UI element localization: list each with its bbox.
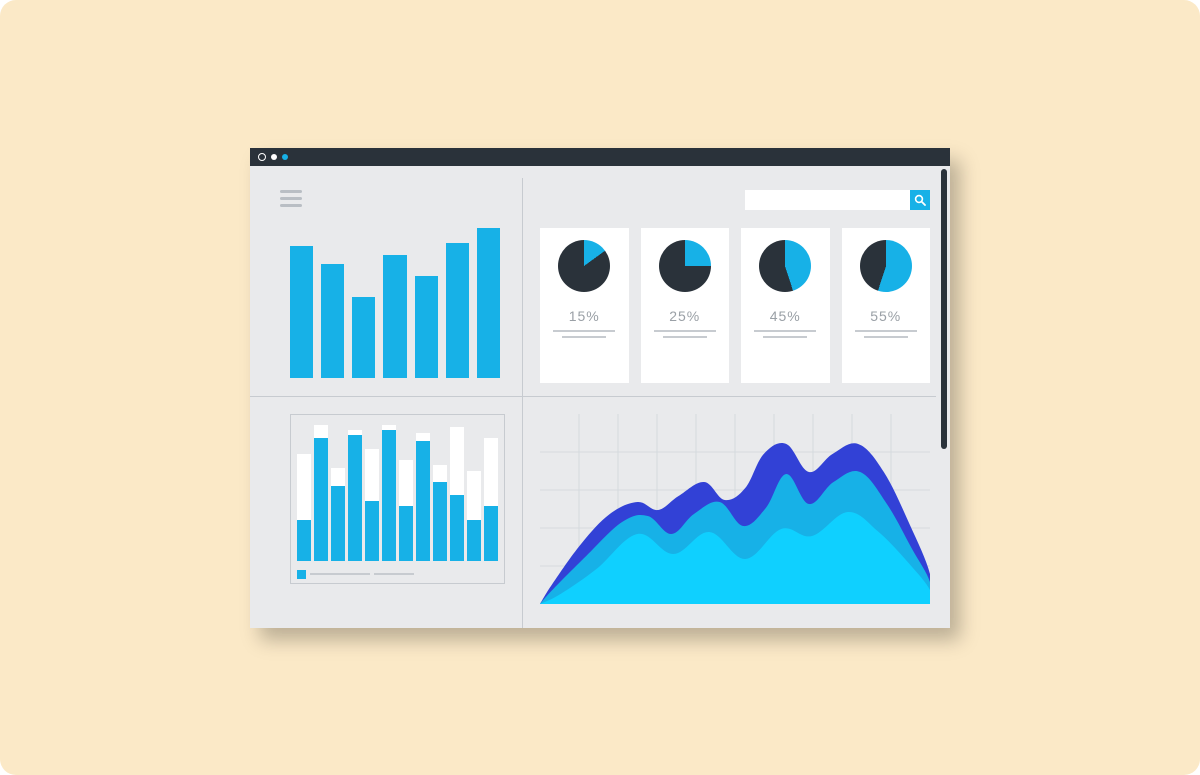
stacked-bar-fill bbox=[382, 430, 396, 561]
stacked-bar-fill bbox=[433, 482, 447, 561]
bar bbox=[290, 246, 313, 378]
stacked-bar bbox=[382, 425, 396, 561]
stacked-bar-fill bbox=[399, 506, 413, 560]
search-icon bbox=[914, 194, 926, 206]
stacked-bar bbox=[467, 471, 481, 561]
bar bbox=[415, 276, 438, 378]
bar bbox=[446, 243, 469, 378]
pie-chart bbox=[558, 240, 610, 292]
bar bbox=[321, 264, 344, 378]
bar-chart bbox=[290, 228, 500, 378]
bar bbox=[383, 255, 406, 378]
placeholder-line bbox=[654, 330, 716, 332]
placeholder-line bbox=[562, 336, 606, 338]
stacked-bar-fill bbox=[331, 486, 345, 561]
stacked-bar bbox=[433, 465, 447, 560]
window-dot-2[interactable] bbox=[271, 154, 277, 160]
window-dot-1[interactable] bbox=[258, 153, 266, 161]
vertical-divider bbox=[522, 178, 523, 628]
area-chart-svg bbox=[540, 414, 930, 604]
stacked-bar bbox=[416, 433, 430, 561]
search-button[interactable] bbox=[910, 190, 930, 210]
stacked-bar-fill bbox=[450, 495, 464, 560]
stacked-bar bbox=[399, 460, 413, 561]
window-dot-3[interactable] bbox=[282, 154, 288, 160]
scrollbar[interactable] bbox=[941, 169, 947, 449]
area-chart bbox=[540, 414, 930, 604]
pie-card: 25% bbox=[641, 228, 730, 383]
legend-square bbox=[297, 570, 306, 579]
stacked-chart-legend bbox=[297, 570, 414, 579]
bar bbox=[352, 297, 375, 378]
stacked-bar bbox=[365, 449, 379, 561]
pie-card-row: 15% 25% 45% 55% bbox=[540, 228, 930, 383]
stacked-bar-fill bbox=[484, 506, 498, 560]
window-content: 15% 25% 45% 55% bbox=[250, 166, 950, 628]
page-background: 15% 25% 45% 55% bbox=[0, 0, 1200, 775]
pie-chart bbox=[759, 240, 811, 292]
placeholder-line bbox=[663, 336, 707, 338]
bar bbox=[477, 228, 500, 378]
stacked-bar-fill bbox=[314, 438, 328, 560]
bar-chart-bars bbox=[290, 228, 500, 378]
search-input[interactable] bbox=[745, 190, 910, 210]
stacked-bar-fill bbox=[365, 501, 379, 561]
stacked-bar-fill bbox=[467, 520, 481, 561]
legend-line-2 bbox=[374, 573, 414, 575]
placeholder-line bbox=[754, 330, 816, 332]
stacked-bar bbox=[314, 425, 328, 561]
stacked-bar bbox=[484, 438, 498, 560]
pie-card: 55% bbox=[842, 228, 931, 383]
stacked-bar-chart bbox=[290, 414, 505, 584]
stacked-bar-fill bbox=[416, 441, 430, 561]
stacked-bar-fill bbox=[297, 520, 311, 561]
pie-percent-label: 15% bbox=[569, 308, 600, 324]
stacked-bar bbox=[450, 427, 464, 560]
placeholder-line bbox=[864, 336, 908, 338]
pie-percent-label: 25% bbox=[669, 308, 700, 324]
pie-card: 15% bbox=[540, 228, 629, 383]
pie-percent-label: 55% bbox=[870, 308, 901, 324]
search-bar bbox=[745, 190, 930, 210]
stacked-bar bbox=[297, 454, 311, 560]
pie-percent-label: 45% bbox=[770, 308, 801, 324]
placeholder-line bbox=[553, 330, 615, 332]
hamburger-icon[interactable] bbox=[280, 190, 302, 207]
placeholder-line bbox=[763, 336, 807, 338]
stacked-bar bbox=[348, 430, 362, 561]
pie-chart bbox=[659, 240, 711, 292]
legend-line-1 bbox=[310, 573, 370, 575]
stacked-bar bbox=[331, 468, 345, 560]
pie-chart bbox=[860, 240, 912, 292]
window-titlebar bbox=[250, 148, 950, 166]
placeholder-line bbox=[855, 330, 917, 332]
stacked-bar-row bbox=[297, 425, 498, 561]
dashboard-window: 15% 25% 45% 55% bbox=[250, 148, 950, 628]
pie-card: 45% bbox=[741, 228, 830, 383]
horizontal-divider bbox=[250, 396, 936, 397]
stacked-bar-fill bbox=[348, 435, 362, 560]
